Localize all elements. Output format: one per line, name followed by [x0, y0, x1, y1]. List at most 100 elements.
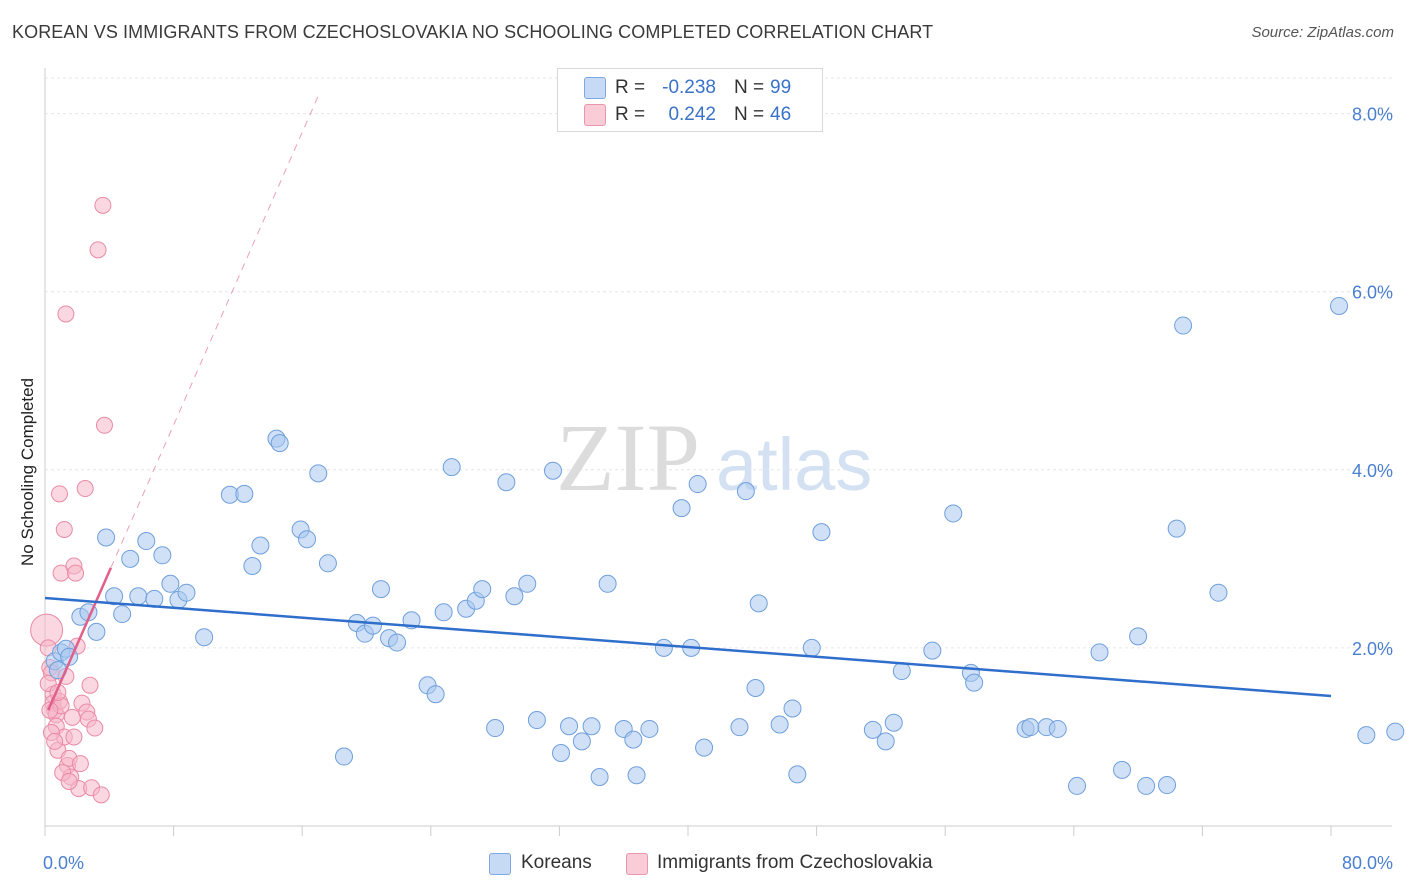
stats-legend: R = -0.238 N = 99 R = 0.242 N = 46: [557, 68, 823, 132]
korean-data-point: [121, 549, 140, 568]
x-tick-label: 80.0%: [1342, 853, 1393, 873]
korean-data-point: [788, 765, 807, 784]
y-tick-label: 6.0%: [1352, 283, 1393, 303]
czech-data-point: [63, 708, 81, 726]
korean-data-point: [363, 616, 382, 635]
korean-data-point: [876, 732, 895, 751]
koreans-legend-label: Koreans: [521, 852, 592, 873]
korean-data-point: [783, 699, 802, 718]
y-tick-label: 4.0%: [1352, 461, 1393, 481]
r-label: R =: [615, 104, 646, 125]
korean-data-point: [270, 434, 289, 453]
korean-data-point: [161, 574, 180, 593]
korean-data-point: [749, 594, 768, 613]
korean-data-point: [1129, 627, 1148, 646]
czech-data-point: [55, 520, 73, 538]
korean-data-point: [863, 720, 882, 739]
korean-data-point: [1386, 722, 1405, 741]
korean-data-point: [736, 482, 755, 501]
korean-data-point: [672, 499, 691, 518]
korean-data-point: [965, 673, 984, 692]
korean-data-point: [624, 730, 643, 749]
korean-data-point: [105, 587, 124, 606]
watermark-zip: ZIP: [556, 404, 700, 511]
czech-data-point: [67, 564, 85, 582]
korean-data-point: [518, 574, 537, 593]
korean-data-point: [884, 713, 903, 732]
czech-trend-extension: [47, 95, 319, 711]
korean-data-point: [695, 738, 714, 757]
korean-data-point: [572, 732, 591, 751]
axes: [44, 68, 1392, 836]
korean-data-point: [177, 583, 196, 602]
korean-data-point: [1137, 776, 1156, 795]
czech-data-point: [50, 485, 68, 503]
y-tick-label: 8.0%: [1352, 105, 1393, 125]
korean-data-point: [552, 743, 571, 762]
korean-data-point: [1021, 718, 1040, 737]
czech-data-point: [65, 728, 83, 746]
watermark: ZIP atlas: [556, 404, 872, 511]
korean-data-point: [1090, 643, 1109, 662]
n-label: N =: [734, 104, 765, 125]
korean-data-point: [195, 628, 214, 647]
korean-data-point: [87, 622, 106, 641]
chart-title: KOREAN VS IMMIGRANTS FROM CZECHOSLOVAKIA…: [12, 22, 934, 42]
czech-data-point: [92, 786, 110, 804]
korean-data-point: [923, 641, 942, 660]
series-czechoslovakia: [30, 196, 113, 804]
korean-data-point: [243, 556, 262, 575]
korean-data-point: [486, 719, 505, 738]
czech-swatch: [584, 104, 606, 126]
korean-data-point: [137, 532, 156, 551]
korean-data-point: [812, 523, 831, 542]
korean-data-point: [1048, 719, 1067, 738]
czech-data-point: [94, 196, 112, 214]
koreans-swatch: [584, 77, 606, 99]
korean-data-point: [334, 747, 353, 766]
korean-data-point: [1113, 760, 1132, 779]
source-credit: Source: ZipAtlas.com: [1251, 24, 1394, 41]
korean-data-point: [543, 461, 562, 480]
czech-data-point: [46, 732, 64, 750]
korean-data-point: [371, 580, 390, 599]
korean-data-point: [770, 715, 789, 734]
czech-data-point: [81, 676, 99, 694]
czech-data-point: [71, 755, 89, 773]
czech-legend-swatch: [626, 853, 648, 875]
korean-data-point: [473, 580, 492, 599]
n-value: 99: [770, 77, 792, 98]
korean-data-point: [746, 678, 765, 697]
korean-data-point: [298, 530, 317, 549]
y-tick-label: 2.0%: [1352, 639, 1393, 659]
r-label: R =: [615, 77, 646, 98]
korean-data-point: [688, 475, 707, 494]
korean-data-point: [892, 662, 911, 681]
korean-data-point: [1330, 296, 1349, 315]
koreans-legend-swatch: [489, 853, 511, 875]
korean-data-point: [1209, 583, 1228, 602]
korean-data-point: [434, 603, 453, 622]
korean-data-point: [318, 554, 337, 573]
korean-trend-line: [44, 596, 1332, 698]
series-koreans: [45, 296, 1405, 795]
czech-data-point: [95, 416, 113, 434]
r-value: -0.238: [662, 77, 716, 98]
korean-data-point: [654, 638, 673, 657]
czech-data-point: [89, 241, 107, 259]
czech-data-point: [41, 701, 59, 719]
korean-data-point: [598, 574, 617, 593]
korean-data-point: [1167, 519, 1186, 538]
czech-data-point: [57, 305, 75, 323]
korean-data-point: [527, 711, 546, 730]
korean-data-point: [560, 717, 579, 736]
n-label: N =: [734, 77, 765, 98]
stats-legend-row-czech: R = 0.242 N = 46: [558, 100, 822, 128]
stats-legend-row-koreans: R = -0.238 N = 99: [558, 73, 822, 101]
korean-data-point: [497, 473, 516, 492]
korean-data-point: [1068, 776, 1087, 795]
korean-data-point: [251, 536, 270, 555]
czech-legend-label: Immigrants from Czechoslovakia: [657, 852, 933, 873]
czech-data-point: [60, 772, 78, 790]
